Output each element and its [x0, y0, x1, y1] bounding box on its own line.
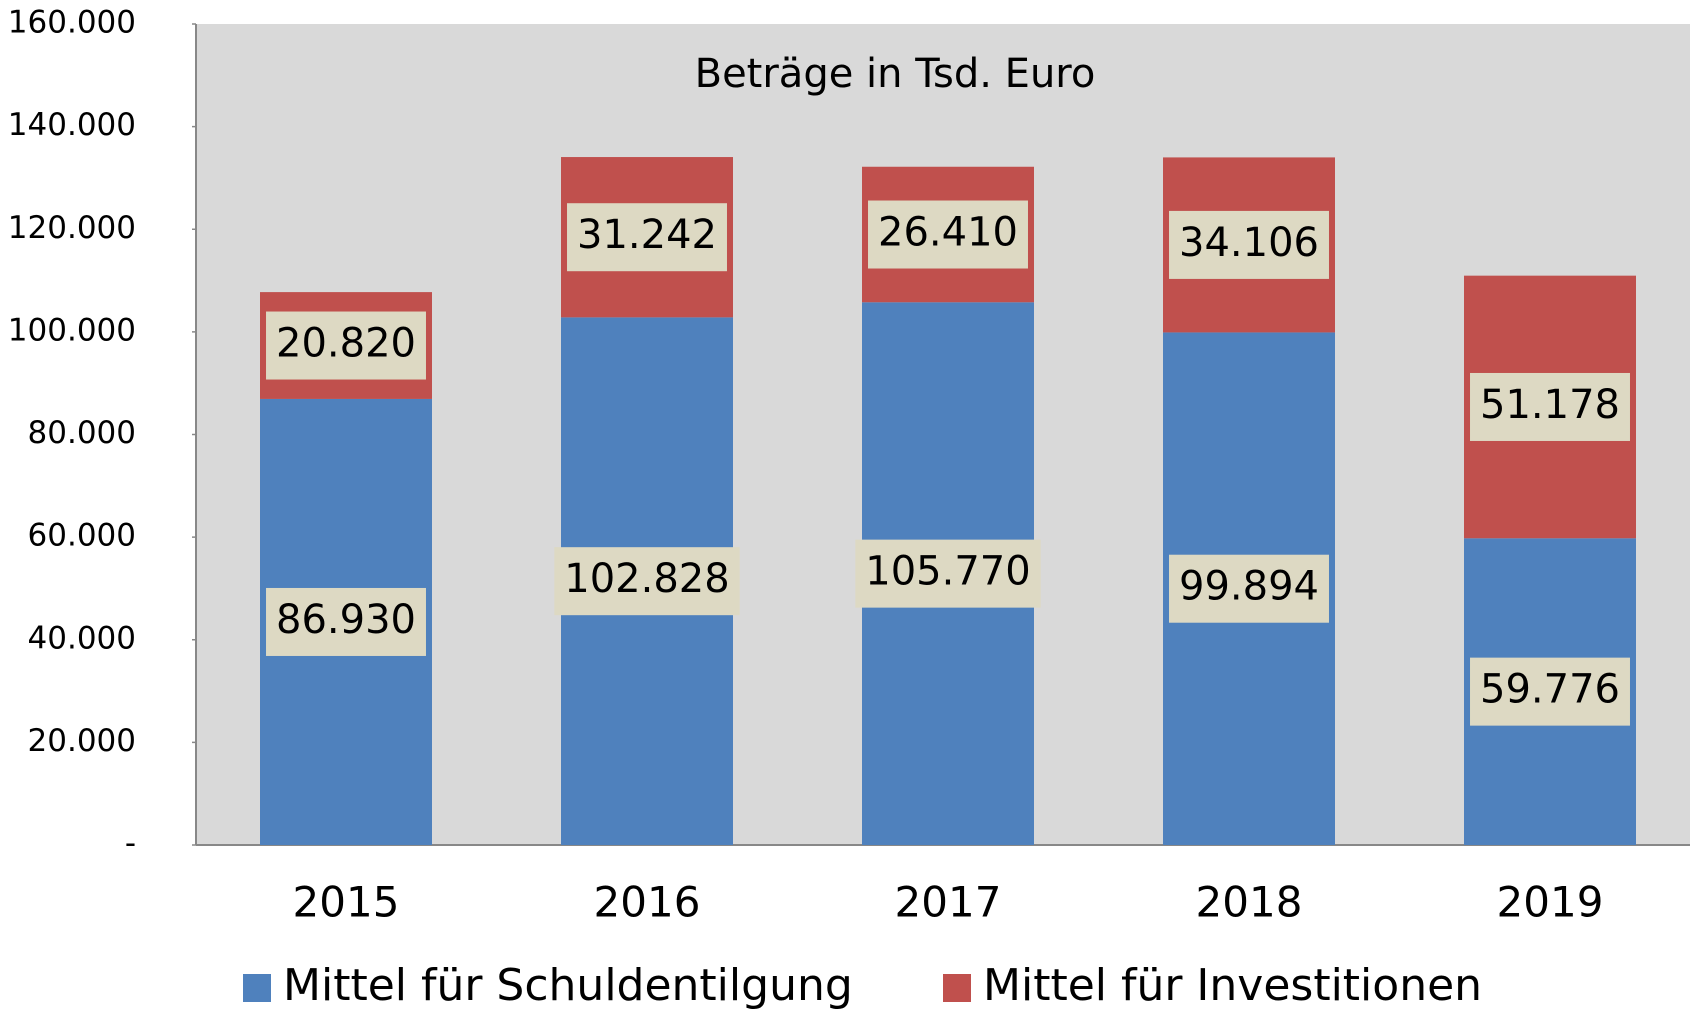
- value-label: 105.770: [865, 549, 1030, 595]
- value-label-box: [1470, 372, 1630, 441]
- legend-swatch: [943, 974, 971, 1002]
- value-label-box: [266, 587, 426, 656]
- y-tick-label: -: [125, 826, 136, 862]
- value-label-box: [868, 200, 1028, 269]
- value-label: 26.410: [878, 210, 1018, 256]
- y-tick-label: 100.000: [8, 312, 136, 348]
- value-label: 86.930: [276, 597, 416, 643]
- value-label: 59.776: [1480, 667, 1620, 713]
- legend-label: Mittel für Schuldentilgung: [283, 960, 853, 1011]
- value-label-box: [1169, 554, 1329, 623]
- value-label: 102.828: [564, 556, 729, 602]
- x-tick-label: 2017: [895, 878, 1002, 927]
- value-label-box: [266, 311, 426, 380]
- y-tick-label: 120.000: [8, 210, 136, 246]
- value-label: 34.106: [1179, 220, 1319, 266]
- y-tick-label: 40.000: [28, 620, 136, 656]
- y-tick-label: 160.000: [8, 5, 136, 41]
- value-label-box: [1470, 657, 1630, 726]
- value-label-box: [855, 539, 1041, 608]
- y-tick-label: 20.000: [28, 723, 136, 759]
- x-tick-label: 2019: [1497, 878, 1604, 927]
- legend-label: Mittel für Investitionen: [983, 960, 1482, 1011]
- legend-swatch: [243, 974, 271, 1002]
- x-tick-label: 2015: [293, 878, 400, 927]
- x-tick-label: 2016: [594, 878, 701, 927]
- value-label: 31.242: [577, 212, 717, 258]
- value-label: 51.178: [1480, 382, 1620, 428]
- value-label: 20.820: [276, 321, 416, 367]
- value-label-box: [1169, 210, 1329, 279]
- y-tick-label: 140.000: [8, 107, 136, 143]
- value-label-box: [554, 547, 740, 616]
- y-tick-label: 60.000: [28, 518, 136, 554]
- y-tick-label: 80.000: [28, 415, 136, 451]
- chart-title: Beträge in Tsd. Euro: [695, 51, 1096, 97]
- value-label-box: [567, 203, 727, 272]
- value-label: 99.894: [1179, 564, 1319, 610]
- x-tick-label: 2018: [1196, 878, 1303, 927]
